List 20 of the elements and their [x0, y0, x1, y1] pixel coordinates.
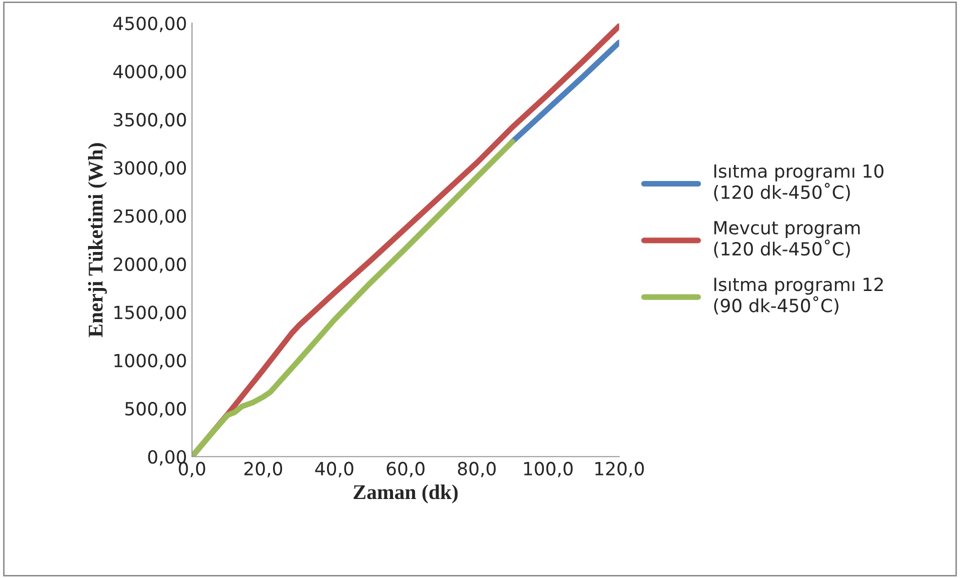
y-tick-label: 2500,00 [114, 209, 186, 225]
y-tick-label: 500,00 [125, 402, 186, 418]
y-tick-label: 2000,00 [114, 257, 186, 273]
x-tick-label: 20,0 [244, 462, 282, 478]
y-tick-label: 3500,00 [114, 112, 186, 128]
legend-label: Isıtma programı 12 (90 dk-450˚C) [714, 278, 883, 314]
x-tick-label: 80,0 [458, 462, 496, 478]
x-tick-label: 60,0 [386, 462, 424, 478]
y-tick-label: 1500,00 [114, 306, 186, 322]
x-axis-title: Zaman (dk) [354, 484, 458, 504]
x-tick-label: 40,0 [315, 462, 354, 478]
y-tick-label: 3000,00 [114, 161, 186, 177]
y-tick-label: 1000,00 [114, 354, 186, 370]
legend-label: Mevcut program (120 dk-450˚C) [714, 221, 860, 258]
x-tick-label: 100,0 [524, 462, 573, 478]
x-tick-label: 120,0 [595, 462, 644, 478]
y-tick-label: 4500,00 [113, 16, 186, 32]
y-axis-title: Enerji Tüketimi (Wh) [88, 143, 107, 338]
legend-label: Isıtma programı 10 (120 dk-450˚C) [714, 164, 884, 202]
y-tick-label: 4000,00 [113, 64, 186, 80]
